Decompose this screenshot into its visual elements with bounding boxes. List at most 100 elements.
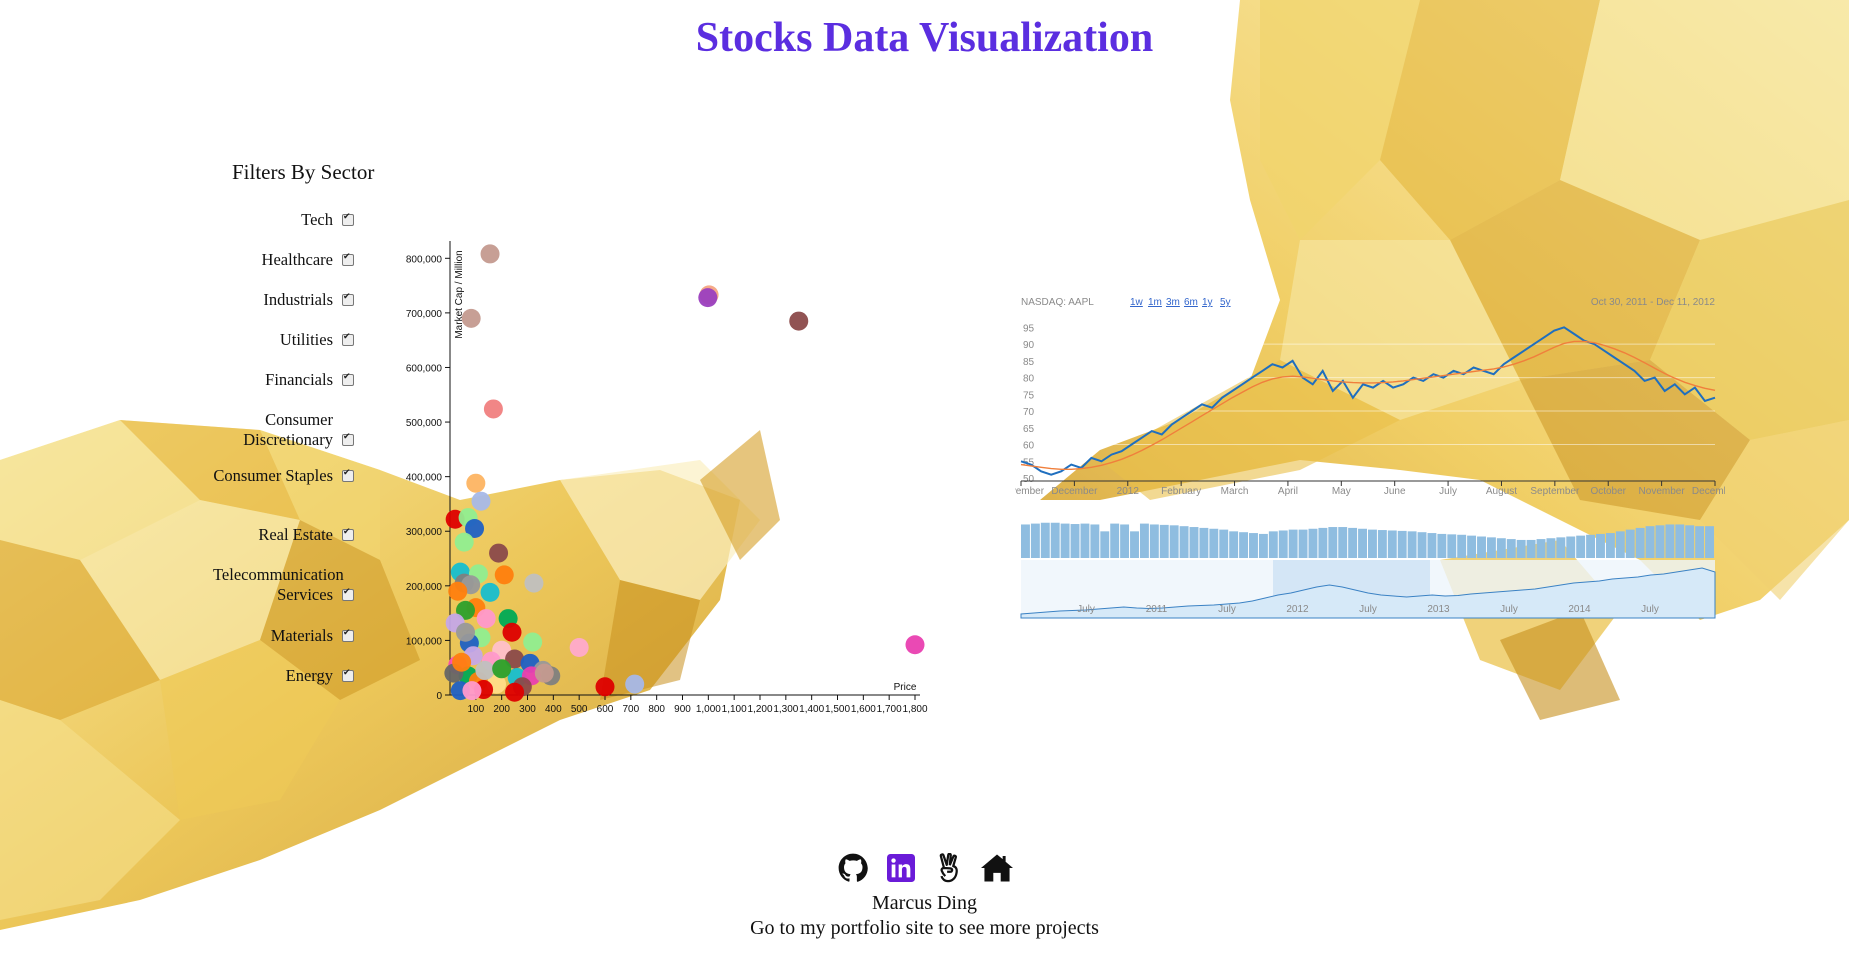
volume-bar xyxy=(1655,525,1665,558)
scatter-point[interactable] xyxy=(492,659,512,679)
scatter-point[interactable] xyxy=(466,473,486,493)
filter-consumer-discretionary[interactable]: Consumer Discretionary xyxy=(213,410,354,450)
date-range: Oct 30, 2011 - Dec 11, 2012 xyxy=(1591,297,1716,308)
scatter-point[interactable] xyxy=(476,609,496,629)
filter-checkbox[interactable] xyxy=(342,252,354,266)
volume-bar xyxy=(1377,530,1387,558)
filter-checkbox[interactable] xyxy=(342,628,354,642)
navigator-tick-label: July xyxy=(1077,604,1095,615)
filter-label: Materials xyxy=(270,626,333,645)
y-tick-label: 55 xyxy=(1023,457,1035,468)
scatter-point[interactable] xyxy=(461,308,481,328)
filter-materials[interactable]: Materials xyxy=(271,626,354,646)
filter-financials[interactable]: Financials xyxy=(265,370,354,390)
filter-tech[interactable]: Tech xyxy=(301,210,354,230)
volume-bar xyxy=(1506,539,1516,558)
filter-label: Healthcare xyxy=(261,250,333,269)
x-tick-label: September xyxy=(1530,486,1580,497)
filter-checkbox[interactable] xyxy=(342,332,354,346)
filter-checkbox[interactable] xyxy=(342,212,354,226)
volume-bar xyxy=(1021,524,1030,558)
volume-bar xyxy=(1308,528,1318,558)
scatter-point[interactable] xyxy=(505,649,525,669)
navigator-tick-label: 2013 xyxy=(1427,604,1450,615)
y-tick-label: 200,000 xyxy=(406,582,443,593)
scatter-point[interactable] xyxy=(489,543,509,563)
volume-bar xyxy=(1070,524,1080,558)
scatter-point[interactable] xyxy=(789,311,809,331)
filter-healthcare[interactable]: Healthcare xyxy=(262,250,354,270)
volume-bar xyxy=(1566,536,1576,558)
linkedin-icon[interactable] xyxy=(885,852,917,884)
y-tick-label: 80 xyxy=(1023,374,1035,385)
scatter-point[interactable] xyxy=(480,582,500,602)
scatter-point[interactable] xyxy=(448,581,468,601)
filter-industrials[interactable]: Industrials xyxy=(263,290,354,310)
scatter-point[interactable] xyxy=(452,652,472,672)
scatter-point[interactable] xyxy=(456,622,475,642)
range-button-3m[interactable]: 3m xyxy=(1166,297,1180,308)
x-tick-label: December xyxy=(1051,486,1098,497)
scatter-point[interactable] xyxy=(523,632,543,652)
range-button-1y[interactable]: 1y xyxy=(1202,297,1213,308)
scatter-point[interactable] xyxy=(454,532,474,552)
filter-checkbox[interactable] xyxy=(342,372,354,386)
volume-bar xyxy=(1338,527,1348,558)
scatter-point[interactable] xyxy=(569,638,589,658)
volume-bar xyxy=(1447,534,1457,558)
filter-telecommunication-services[interactable]: Telecommunication Services xyxy=(213,565,354,605)
x-tick-label: 300 xyxy=(519,704,536,715)
volume-bar xyxy=(1090,524,1100,558)
x-axis-label: Price xyxy=(894,682,917,693)
volume-bar xyxy=(1348,527,1358,558)
scatter-point[interactable] xyxy=(595,677,615,697)
scatter-point[interactable] xyxy=(625,674,645,694)
range-button-1w[interactable]: 1w xyxy=(1130,297,1144,308)
filter-checkbox[interactable] xyxy=(342,527,354,541)
filter-checkbox[interactable] xyxy=(342,587,354,601)
filter-real-estate[interactable]: Real Estate xyxy=(258,525,354,545)
angellist-icon[interactable] xyxy=(933,852,965,884)
filter-label: Tech xyxy=(301,210,333,229)
scatter-point[interactable] xyxy=(502,622,522,642)
scatter-point[interactable] xyxy=(456,600,475,620)
x-tick-label: 1,400 xyxy=(799,704,824,715)
volume-bar xyxy=(1526,539,1536,558)
scatter-point[interactable] xyxy=(905,635,925,655)
scatter-point[interactable] xyxy=(462,681,482,701)
github-icon[interactable] xyxy=(837,852,869,884)
scatter-point[interactable] xyxy=(698,288,718,308)
filter-checkbox[interactable] xyxy=(342,432,354,446)
filter-consumer-staples[interactable]: Consumer Staples xyxy=(213,466,354,486)
volume-bar xyxy=(1120,524,1130,558)
range-button-1m[interactable]: 1m xyxy=(1148,297,1162,308)
x-tick-label: 100 xyxy=(467,704,484,715)
scatter-point[interactable] xyxy=(475,660,495,680)
scatter-point[interactable] xyxy=(465,519,485,539)
volume-bar xyxy=(1685,525,1695,558)
portfolio-link[interactable]: Go to my portfolio site to see more proj… xyxy=(750,917,1099,939)
filter-checkbox[interactable] xyxy=(342,668,354,682)
y-tick-label: 600,000 xyxy=(406,363,443,374)
volume-bar xyxy=(1536,539,1546,558)
scatter-point[interactable] xyxy=(524,573,544,593)
range-button-6m[interactable]: 6m xyxy=(1184,297,1198,308)
y-tick-label: 65 xyxy=(1023,424,1035,435)
filter-utilities[interactable]: Utilities xyxy=(280,330,354,350)
scatter-point[interactable] xyxy=(471,491,491,511)
scatter-point[interactable] xyxy=(505,682,525,702)
filter-checkbox[interactable] xyxy=(342,292,354,306)
home-icon[interactable] xyxy=(980,852,1013,884)
volume-bar xyxy=(1050,522,1060,558)
scatter-point[interactable] xyxy=(480,244,500,264)
filter-checkbox[interactable] xyxy=(342,468,354,482)
scatter-point[interactable] xyxy=(483,399,503,419)
navigator-tick-label: July xyxy=(1218,604,1236,615)
volume-bar xyxy=(1278,530,1288,558)
volume-bar xyxy=(1110,523,1120,558)
scatter-point[interactable] xyxy=(494,565,514,585)
filter-energy[interactable]: Energy xyxy=(286,666,354,686)
y-tick-label: 75 xyxy=(1023,390,1035,401)
scatter-point[interactable] xyxy=(534,663,554,683)
range-button-5y[interactable]: 5y xyxy=(1220,297,1231,308)
